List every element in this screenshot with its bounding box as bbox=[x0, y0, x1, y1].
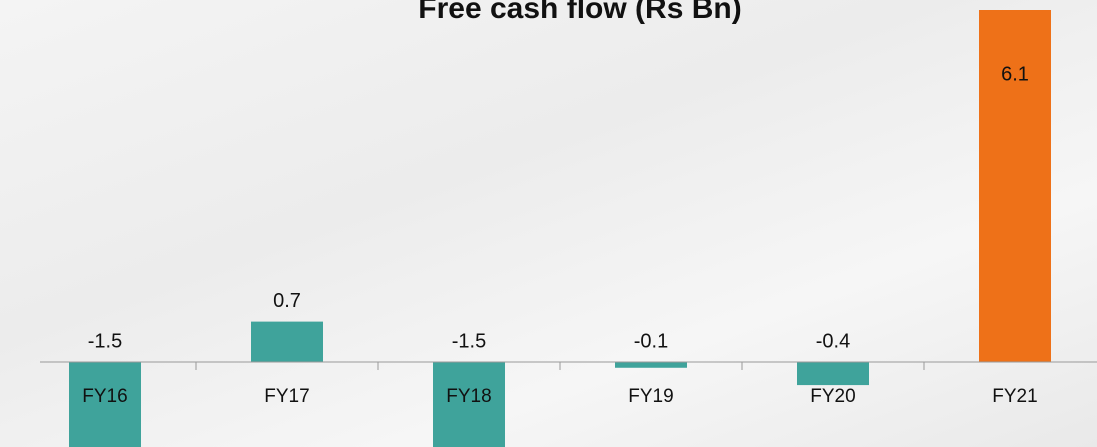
value-label: -0.1 bbox=[634, 330, 668, 352]
value-label: -0.4 bbox=[816, 330, 850, 352]
value-label: 6.1 bbox=[1001, 63, 1029, 85]
bar bbox=[69, 362, 141, 447]
chart-title: Free cash flow (Rs Bn) bbox=[418, 0, 741, 25]
bar bbox=[979, 10, 1051, 362]
x-tick-label: FY17 bbox=[264, 386, 309, 407]
x-tick-label: FY18 bbox=[446, 386, 491, 407]
bar bbox=[251, 321, 323, 362]
x-tick-label: FY20 bbox=[810, 386, 855, 407]
bar bbox=[433, 362, 505, 447]
value-label: -1.5 bbox=[88, 330, 122, 352]
x-tick-label: FY16 bbox=[82, 386, 127, 407]
x-tick-label: FY21 bbox=[992, 386, 1037, 407]
value-label: -1.5 bbox=[452, 330, 486, 352]
x-tick-label: FY19 bbox=[628, 386, 673, 407]
bar bbox=[615, 362, 687, 368]
bar bbox=[797, 362, 869, 386]
value-label: 0.7 bbox=[273, 290, 301, 312]
